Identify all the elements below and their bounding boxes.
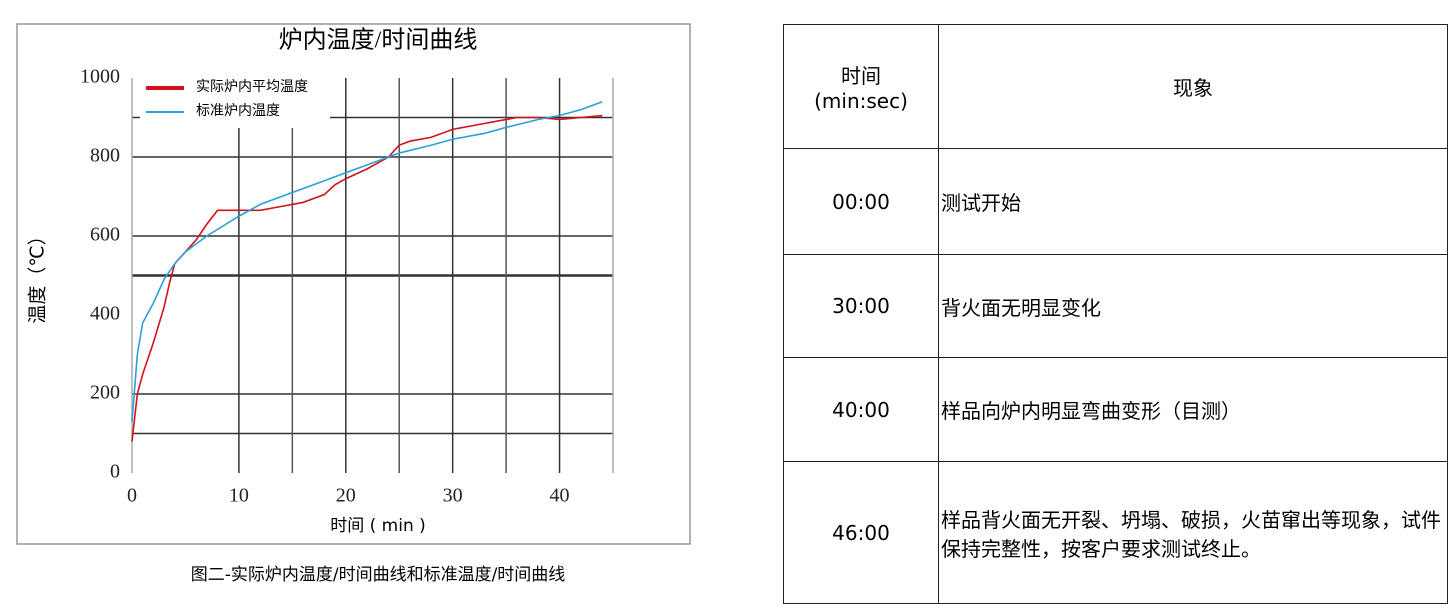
time-cell: 30:00 [783, 254, 939, 358]
time-cell: 00:00 [783, 148, 939, 255]
table-row: 00:00 测试开始 [783, 148, 1448, 255]
result-table: 时间 (min:sec) 现象 00:00 测试开始 30:00 背火面无明显变化 4… [783, 24, 1448, 604]
header-cell: 时间 (min:sec) [783, 24, 939, 149]
event-cell: 背火面无明显变化 [938, 254, 1448, 358]
y-tick-label: 800 [90, 145, 120, 167]
table-row: 30:00 背火面无明显变化 [783, 254, 1448, 358]
chart-title: 炉内温度/时间曲线 [279, 27, 478, 54]
x-tick-label: 40 [550, 485, 570, 507]
header-cell: 现象 [938, 24, 1448, 149]
table-header: 时间 (min:sec) 现象 [783, 24, 1448, 149]
legend-box [140, 76, 330, 128]
y-tick-label: 1000 [80, 66, 120, 88]
x-axis-label: 时间 ( min ) [330, 516, 426, 536]
time-cell: 40:00 [783, 357, 939, 462]
x-tick-label: 20 [336, 485, 356, 507]
y-tick-label: 400 [90, 303, 120, 325]
table-row: 40:00 样品向炉内明显弯曲变形（目测） [783, 357, 1448, 462]
event-cell: 样品背火面无开裂、坍塌、破损，火苗窜出等现象，试件保持完整性，按客户要求测试终止… [938, 461, 1448, 604]
y-tick-label: 600 [90, 224, 120, 246]
event-cell: 样品向炉内明显弯曲变形（目测） [938, 357, 1448, 462]
y-axis-label: 温度（℃） [27, 226, 49, 323]
y-tick-label: 200 [90, 382, 120, 404]
x-tick-label: 30 [443, 485, 463, 507]
y-tick-label: 0 [110, 461, 120, 483]
legend-label: 实际炉内平均温度 [196, 79, 308, 95]
x-tick-label: 10 [229, 485, 249, 507]
x-tick-label: 0 [127, 485, 137, 507]
caption: 图二-实际炉内温度/时间曲线和标准温度/时间曲线 [191, 565, 566, 585]
legend-label: 标准炉内温度 [196, 103, 280, 119]
header-text: 时间 [841, 64, 881, 88]
time-cell: 46:00 [783, 461, 939, 604]
event-cell: 测试开始 [938, 148, 1448, 255]
header-text: (min:sec) [814, 89, 908, 113]
series-line [131, 100, 603, 422]
series-line [131, 114, 603, 442]
table-row: 46:00 样品背火面无开裂、坍塌、破损，火苗窜出等现象，试件保持完整性，按客户要… [783, 461, 1448, 604]
chart: 炉内温度/时间曲线 时间 ( min ) 温度（℃） 图二-实际炉内温度/时间曲… [16, 23, 691, 585]
